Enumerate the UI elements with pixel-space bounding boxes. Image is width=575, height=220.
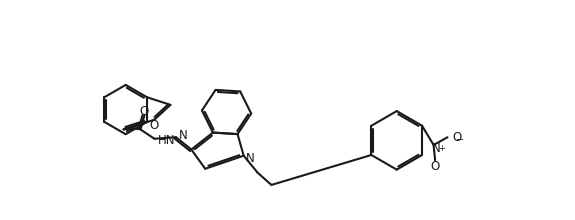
Text: N: N [432,141,441,155]
Text: O: O [150,119,159,132]
Text: +: + [438,144,444,152]
Text: −: − [456,135,464,145]
Text: O: O [140,104,149,117]
Text: N: N [179,129,188,142]
Text: O: O [431,160,440,173]
Text: HN: HN [158,134,176,147]
Text: O: O [452,131,461,144]
Text: N: N [246,152,255,165]
